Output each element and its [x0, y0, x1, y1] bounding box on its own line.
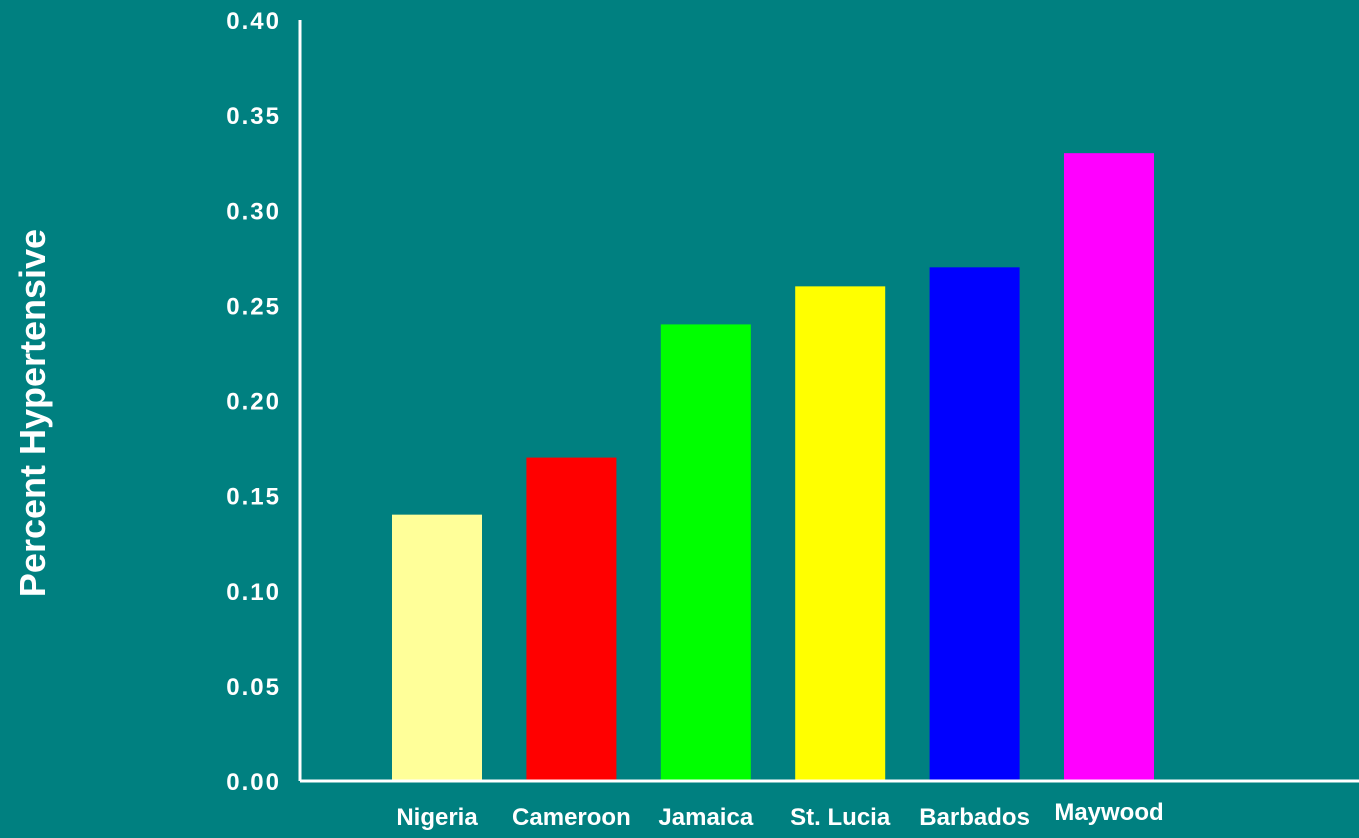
y-tick-label: 0.15: [226, 484, 281, 511]
y-tick-label: 0.00: [226, 769, 281, 796]
x-tick-label: Nigeria: [396, 804, 478, 831]
y-tick-label: 0.25: [226, 293, 281, 320]
x-tick-label: Cameroon: [512, 804, 631, 831]
y-tick-label: 0.35: [226, 103, 281, 130]
y-axis-ticks: 0.00 0.05 0.10 0.15 0.20 0.25 0.30 0.35 0.40: [226, 8, 281, 796]
bar-st-lucia: [795, 286, 886, 781]
y-tick-label: 0.20: [226, 389, 281, 416]
y-tick-label: 0.30: [226, 198, 281, 225]
y-tick-label: 0.05: [226, 674, 281, 701]
x-tick-label: Barbados: [919, 804, 1030, 831]
bar-barbados: [929, 267, 1020, 781]
bar-jamaica: [660, 324, 751, 781]
y-tick-label: 0.10: [226, 579, 281, 606]
bars: [392, 153, 1154, 782]
bar-nigeria: [392, 514, 482, 781]
y-tick-label: 0.40: [226, 8, 281, 35]
x-axis-labels: Nigeria Cameroon Jamaica St. Lucia Barbados M…: [396, 799, 1163, 831]
y-axis-label: Percent Hypertensive: [12, 229, 53, 597]
bar-cameroon: [526, 457, 617, 781]
x-tick-label: Jamaica: [658, 804, 753, 831]
bar-maywood: [1064, 153, 1154, 782]
x-tick-label: Maywood: [1054, 799, 1163, 826]
x-tick-label: St. Lucia: [790, 804, 891, 831]
